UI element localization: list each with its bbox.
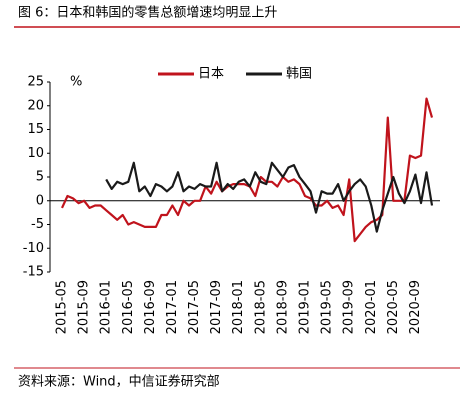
series-line	[105, 161, 434, 233]
series-line	[61, 97, 434, 243]
x-tick-label: 2015-09	[77, 280, 92, 334]
y-tick-label: 5	[36, 170, 44, 185]
y-tick-label: 10	[27, 146, 44, 161]
y-tick-label: -5	[31, 217, 44, 232]
y-tick-label: 0	[36, 193, 44, 208]
x-tick-label: 2017-05	[187, 280, 202, 334]
x-tick-label: 2019-01	[297, 280, 312, 334]
y-tick-label: -15	[23, 265, 44, 280]
chart-title: 图 6：日本和韩国的零售总额增速均明显上升	[18, 5, 277, 21]
y-unit: %	[70, 75, 82, 90]
y-tick-label: 20	[27, 98, 44, 113]
x-tick-label: 2019-05	[320, 280, 335, 334]
x-tick-label: 2015-05	[55, 280, 70, 334]
x-tick-label: 2020-09	[408, 280, 423, 334]
x-tick-label: 2018-01	[231, 280, 246, 334]
legend-label: 日本	[198, 67, 224, 82]
x-tick-label: 2020-05	[386, 280, 401, 334]
y-tick-label: -10	[23, 241, 44, 256]
x-tick-label: 2016-05	[121, 280, 136, 334]
x-tick-label: 2018-05	[253, 280, 268, 334]
source: 资料来源：Wind，中信证券研究部	[18, 374, 220, 390]
legend-label: 韩国	[286, 67, 312, 82]
x-tick-label: 2020-01	[364, 280, 379, 334]
x-tick-label: 2018-09	[275, 280, 290, 334]
x-tick-label: 2017-09	[209, 280, 224, 334]
y-tick-label: 15	[27, 122, 44, 137]
x-tick-label: 2017-01	[165, 280, 180, 334]
x-tick-label: 2016-01	[99, 280, 114, 334]
x-tick-label: 2016-09	[143, 280, 158, 334]
x-tick-label: 2019-09	[342, 280, 357, 334]
y-tick-label: 25	[27, 75, 44, 90]
